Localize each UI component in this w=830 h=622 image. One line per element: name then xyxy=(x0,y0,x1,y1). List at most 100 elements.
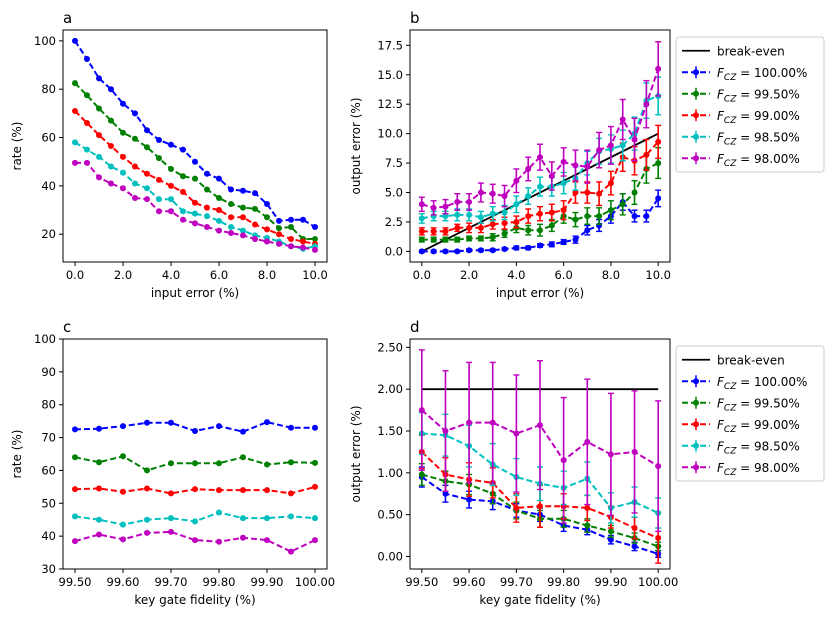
legend-swatch-marker xyxy=(693,378,699,385)
data-point xyxy=(513,504,520,511)
y-axis-label: rate (%) xyxy=(10,430,24,479)
legend-label-f: F xyxy=(717,439,725,453)
data-point xyxy=(572,189,579,196)
data-point xyxy=(442,428,449,434)
legend-label: FCZ = 98.50% xyxy=(717,439,800,456)
data-point xyxy=(418,236,425,243)
legend-break-even-label: break-even xyxy=(717,353,785,367)
data-point xyxy=(442,490,449,497)
x-tick-label: 100.00 xyxy=(638,575,678,589)
data-point xyxy=(84,159,90,166)
legend-label-value: = 99.50% xyxy=(736,396,799,410)
data-point xyxy=(466,419,473,426)
data-point xyxy=(276,217,282,224)
series-2 xyxy=(72,483,318,497)
data-point xyxy=(120,129,126,136)
data-point xyxy=(572,162,579,169)
legend-label-value: = 99.00% xyxy=(736,109,799,123)
panel-c: c 99.50 99.60 99.70 99.80 99.90 100.00 30 40 50 60… xyxy=(10,318,335,607)
data-point xyxy=(192,486,198,493)
data-point xyxy=(264,214,270,221)
data-point xyxy=(430,248,437,255)
series-0 xyxy=(72,419,318,435)
legend-label-f: F xyxy=(717,66,725,80)
data-point xyxy=(312,236,318,243)
data-point xyxy=(156,155,162,162)
data-point xyxy=(216,423,222,430)
data-point xyxy=(418,248,425,255)
data-point xyxy=(560,238,567,245)
series-4 xyxy=(418,349,662,533)
data-point xyxy=(144,529,150,536)
data-point xyxy=(312,459,318,466)
data-point xyxy=(72,37,78,44)
data-point xyxy=(120,488,126,495)
data-point xyxy=(454,224,461,231)
data-point xyxy=(560,180,567,187)
data-point xyxy=(607,142,614,149)
legend-label: FCZ = 98.00% xyxy=(717,152,800,169)
panel-label: d xyxy=(410,318,420,336)
data-point xyxy=(619,142,626,149)
legend-swatch-marker xyxy=(693,133,699,140)
y-tick-label: 40 xyxy=(41,529,56,543)
x-axis-label: input error (%) xyxy=(151,286,239,300)
data-point xyxy=(96,105,102,112)
data-point xyxy=(72,513,78,520)
data-point xyxy=(288,243,294,250)
data-point xyxy=(477,235,484,242)
x-tick-label: 8.0 xyxy=(258,268,276,282)
legend-label-sub: CZ xyxy=(724,94,737,104)
y-tick-label: 2.00 xyxy=(377,382,403,396)
data-point xyxy=(548,209,555,216)
legend-label-value: = 98.50% xyxy=(736,130,799,144)
data-point xyxy=(180,208,186,215)
panel-a: a 0.0 2.0 4.0 6.0 8.0 10.0 20 40 60 80 100 input err… xyxy=(10,9,328,300)
y-tick-label: 12.5 xyxy=(377,97,403,111)
data-point xyxy=(192,460,198,467)
panel-label: c xyxy=(63,318,71,336)
data-point xyxy=(84,120,90,127)
data-point xyxy=(584,438,591,445)
data-point xyxy=(144,144,150,151)
data-point xyxy=(525,227,532,234)
data-point xyxy=(466,224,473,231)
data-point xyxy=(264,537,270,544)
x-tick-label: 0.0 xyxy=(66,268,84,282)
x-tick-label: 99.60 xyxy=(453,575,486,589)
data-point xyxy=(631,189,638,196)
data-point xyxy=(584,522,591,529)
y-tick-label: 7.5 xyxy=(385,156,403,170)
legend-item: FCZ = 98.00% xyxy=(682,152,800,169)
data-point xyxy=(631,213,638,220)
data-point xyxy=(96,485,102,492)
data-point xyxy=(132,180,138,187)
data-point xyxy=(548,222,555,229)
data-point xyxy=(489,221,496,228)
data-point xyxy=(216,194,222,201)
data-point xyxy=(156,208,162,215)
data-point xyxy=(204,223,210,230)
data-point xyxy=(501,246,508,253)
x-tick-label: 99.70 xyxy=(500,575,533,589)
data-point xyxy=(240,454,246,461)
x-tick-label: 99.70 xyxy=(155,575,188,589)
x-tick-label: 99.90 xyxy=(251,575,284,589)
data-point xyxy=(132,163,138,170)
data-point xyxy=(631,543,638,550)
data-point xyxy=(655,65,662,72)
data-point xyxy=(168,528,174,535)
data-point xyxy=(228,186,234,193)
data-point xyxy=(501,209,508,216)
data-point xyxy=(216,538,222,545)
data-point xyxy=(96,153,102,160)
series-4 xyxy=(72,528,318,555)
data-point xyxy=(537,422,543,429)
data-point xyxy=(108,86,114,93)
x-tick-label: 4.0 xyxy=(507,268,525,282)
legend-label-f: F xyxy=(717,396,725,410)
data-point xyxy=(513,177,520,184)
y-tick-label: 15.0 xyxy=(377,68,403,82)
data-point xyxy=(560,457,567,464)
legend-item: FCZ = 99.50% xyxy=(682,396,800,413)
